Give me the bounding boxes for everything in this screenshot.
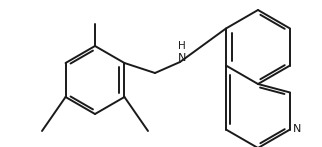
Text: H: H xyxy=(178,41,185,51)
Text: N: N xyxy=(293,125,301,135)
Text: N: N xyxy=(177,53,186,63)
